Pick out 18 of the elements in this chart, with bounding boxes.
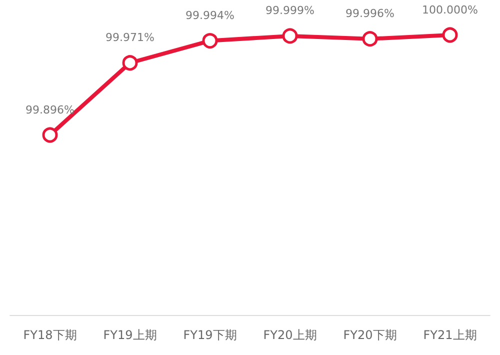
point [282, 28, 298, 44]
x-tick-label: FY19下期 [183, 328, 237, 342]
x-tick-label: FY20上期 [263, 328, 317, 342]
data-label: 99.896% [26, 103, 74, 116]
point [362, 31, 378, 47]
data-label: 99.999% [266, 4, 314, 18]
data-label: 99.994% [186, 9, 234, 22]
data-label: 99.996% [346, 7, 394, 20]
data-label: 100.000% [422, 3, 478, 16]
x-tick-label: FY21上期 [423, 328, 477, 342]
point [42, 127, 58, 143]
point [122, 55, 138, 71]
x-tick-label: FY20下期 [343, 328, 397, 342]
point [442, 27, 458, 43]
data-label: 99.971% [106, 31, 154, 44]
x-tick-label: FY18下期 [23, 328, 77, 342]
point [202, 33, 218, 49]
x-tick-label: FY19上期 [103, 328, 157, 342]
